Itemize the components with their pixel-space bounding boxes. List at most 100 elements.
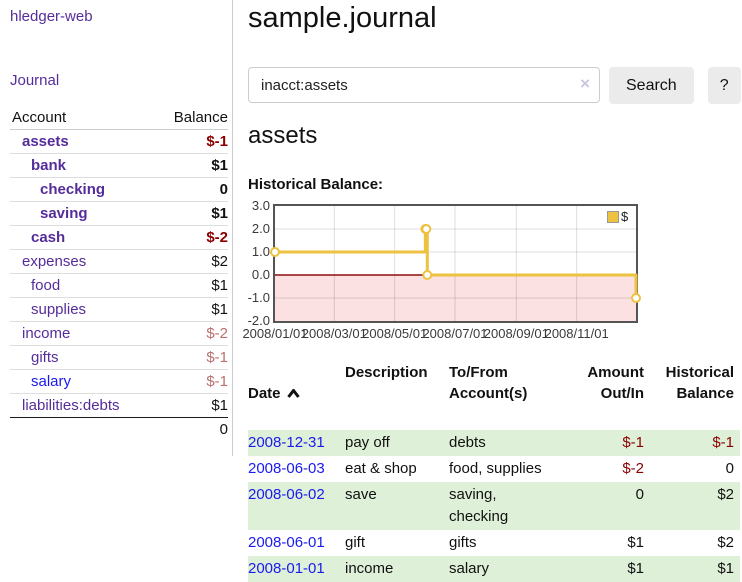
account-balance: $-2 — [155, 321, 228, 346]
register-header-description: Description — [345, 364, 428, 381]
transaction-accounts: food, supplies — [449, 460, 542, 477]
transaction-description: gift — [345, 534, 366, 551]
chart-x-tick-label: 2008/09/01 — [483, 326, 549, 341]
transaction-amount: $-1 — [622, 434, 644, 451]
transaction-date-link[interactable]: 2008-06-01 — [248, 534, 325, 551]
chart-y-tick-label: 1.0 — [251, 244, 270, 259]
account-row: cash $-2 — [10, 225, 228, 250]
account-link[interactable]: salary — [31, 373, 72, 390]
account-balance: $1 — [155, 393, 228, 418]
register-row: 2008-12-31 pay off debts $-1 $-1 — [248, 430, 740, 456]
chart-y-tick-label: 3.0 — [251, 198, 270, 213]
account-link[interactable]: assets — [22, 133, 69, 150]
account-link[interactable]: food — [31, 277, 61, 294]
accounts-table: Account Balance assets $-1 bank $1 checking 0… — [10, 106, 228, 441]
account-row: supplies $1 — [10, 297, 228, 322]
account-link[interactable]: saving — [40, 205, 88, 222]
account-row: expenses $2 — [10, 249, 228, 274]
transaction-accounts: gifts — [449, 534, 477, 551]
register-header-row: Date Description To/From Account(s) Amou… — [248, 360, 740, 430]
register-row: 2008-06-03 eat & shop food, supplies $-2 0 — [248, 456, 740, 482]
transaction-date-link[interactable]: 2008-06-03 — [248, 460, 325, 477]
account-link[interactable]: income — [22, 325, 71, 342]
sort-ascending-icon[interactable] — [286, 389, 300, 398]
transaction-date-link[interactable]: 2008-12-31 — [248, 434, 325, 451]
chart-y-tick-label: -2.0 — [247, 313, 270, 328]
chart-wrapper: $ 3.0 2.0 1.0 0.0 -1.0 -2.0 2008/01/01 2008/03/… — [242, 198, 718, 350]
account-link[interactable]: gifts — [31, 349, 59, 366]
sidebar-item-journal[interactable]: Journal — [10, 72, 60, 89]
account-link[interactable]: liabilities:debts — [22, 397, 120, 414]
transaction-amount: 0 — [635, 486, 644, 503]
account-row: salary $-1 — [10, 369, 228, 394]
transaction-amount: $1 — [627, 560, 644, 577]
register-header-balance: Historical Balance — [665, 364, 734, 402]
chart-title: Historical Balance: — [248, 176, 384, 193]
accounts-header-row: Account Balance — [10, 106, 228, 130]
transaction-date-link[interactable]: 2008-01-01 — [248, 560, 325, 577]
chart-plot-svg — [270, 206, 641, 321]
transaction-date-link[interactable]: 2008-06-02 — [248, 486, 325, 503]
register-row: 2008-06-02 save saving, checking 0 $2 — [248, 482, 740, 530]
account-link[interactable]: expenses — [22, 253, 87, 270]
transaction-accounts: salary — [449, 560, 490, 577]
account-balance: $1 — [155, 153, 228, 178]
transaction-description: pay off — [345, 434, 390, 451]
register-header-amount: Amount Out/In — [587, 364, 644, 402]
clear-search-icon[interactable]: × — [580, 74, 590, 93]
account-heading: assets — [248, 122, 318, 149]
register-header-date: Date — [248, 360, 345, 430]
account-balance: $1 — [155, 273, 228, 298]
accounts-header-balance: Balance — [155, 106, 228, 130]
transaction-balance: $2 — [717, 486, 734, 503]
search-input[interactable] — [248, 67, 600, 103]
transaction-description: income — [345, 560, 394, 577]
main-content: sample.journal × Search ? assets Histori… — [242, 0, 742, 582]
search-form: × Search ? — [248, 67, 741, 104]
legend-label: $ — [621, 209, 629, 224]
chart-plot-area[interactable] — [270, 204, 641, 323]
accounts-table-body: assets $-1 bank $1 checking 0 saving $1 cash $-2 e… — [10, 129, 228, 418]
account-row: gifts $-1 — [10, 345, 228, 370]
chart-y-tick-label: -1.0 — [247, 290, 270, 305]
register-row: 2008-06-01 gift gifts $1 $2 — [248, 530, 740, 556]
register-header-accounts: To/From Account(s) — [449, 364, 528, 402]
transaction-balance: $2 — [717, 534, 734, 551]
sidebar: hledger-web Journal Account Balance asse… — [0, 0, 233, 456]
register-header-date-label: Date — [248, 385, 281, 402]
chart-x-tick-label: 2008/07/01 — [422, 326, 488, 341]
account-balance: $-1 — [155, 129, 228, 154]
help-button[interactable]: ? — [707, 67, 741, 104]
account-link[interactable]: checking — [40, 181, 106, 198]
accounts-total-value: 0 — [219, 421, 228, 438]
account-link[interactable]: cash — [31, 229, 66, 246]
transaction-description: save — [345, 486, 377, 503]
account-balance: $-1 — [155, 369, 228, 394]
transaction-accounts: debts — [449, 434, 486, 451]
account-row: checking 0 — [10, 177, 228, 202]
chart-x-tick-label: 2008/01/01 — [242, 326, 308, 341]
account-balance: $-1 — [155, 345, 228, 370]
register-table: Date Description To/From Account(s) Amou… — [248, 360, 740, 582]
account-row: saving $1 — [10, 201, 228, 226]
transaction-description: eat & shop — [345, 460, 417, 477]
account-link[interactable]: supplies — [31, 301, 87, 318]
search-button[interactable]: Search — [609, 67, 694, 104]
chart-legend: $ — [607, 209, 628, 224]
chart-x-tick-label: 2008/11/01 — [544, 326, 609, 341]
transaction-balance: $1 — [717, 560, 734, 577]
chart-x-tick-label: 2008/03/01 — [301, 326, 367, 341]
register-row: 2008-01-01 income salary $1 $1 — [248, 556, 740, 582]
account-row: assets $-1 — [10, 129, 228, 154]
search-input-wrap: × — [248, 67, 600, 103]
chart-x-tick-label: 2008/05/01 — [362, 326, 428, 341]
account-link[interactable]: bank — [31, 157, 67, 174]
account-balance: $-2 — [155, 225, 228, 250]
transaction-balance: 0 — [725, 460, 734, 477]
legend-swatch-icon — [607, 210, 619, 223]
page-title: sample.journal — [248, 2, 437, 34]
chart-y-tick-label: 2.0 — [251, 221, 270, 236]
transaction-accounts: saving, checking — [449, 486, 509, 525]
accounts-total-row: 0 — [10, 418, 228, 442]
app-title-link[interactable]: hledger-web — [10, 8, 93, 25]
